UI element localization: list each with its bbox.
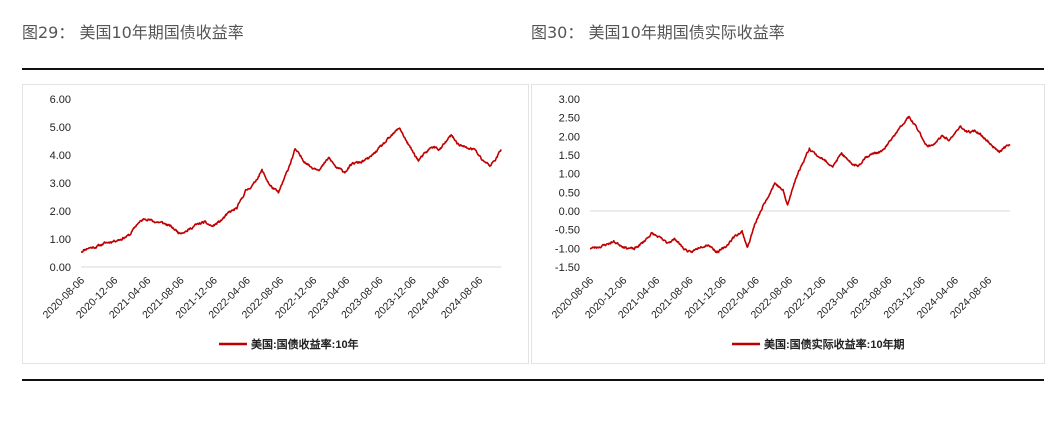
y-tick-label: 1.00 <box>559 169 580 181</box>
figure-caption-left: 图29： 美国10年期国债收益率 <box>22 23 244 42</box>
y-tick-label: 2.00 <box>50 206 71 218</box>
bottom-rule <box>22 379 1044 381</box>
legend-label: 美国:国债实际收益率:10年期 <box>764 337 905 351</box>
y-tick-label: 6.00 <box>50 94 71 106</box>
y-tick-label: 1.00 <box>50 234 71 246</box>
y-tick-label: 3.00 <box>559 94 580 106</box>
y-tick-label: -0.50 <box>555 225 580 237</box>
y-tick-label: 4.00 <box>50 150 71 162</box>
chart-treasury-yield: 0.001.002.003.004.005.006.002020-08-0620… <box>41 94 502 351</box>
series-line <box>589 115 1011 254</box>
figure-caption-right: 图30： 美国10年期国债实际收益率 <box>531 23 785 42</box>
chart-panel-treasury-yield: 0.00 1.00 2.00 3.00 4.00 5.00 6.00 2020-08-06 20… <box>22 84 529 364</box>
y-tick-label: 5.00 <box>50 122 71 134</box>
series-line <box>80 127 502 253</box>
y-tick-label: 2.50 <box>559 113 580 125</box>
y-tick-label: 3.00 <box>50 178 71 190</box>
y-tick-label: 2.00 <box>559 131 580 143</box>
top-rule <box>22 68 1044 70</box>
chart-real-yield: 3.00 2.50 2.00 1.50 1.00 0.50 0.00 -0.50 -1.00 -1… <box>550 94 1011 351</box>
y-tick-label: 0.00 <box>559 206 580 218</box>
y-tick-label: -1.00 <box>555 243 580 255</box>
legend-label: 美国:国债收益率:10年 <box>251 337 359 351</box>
y-tick-label: 0.00 <box>50 262 71 274</box>
chart-panel-real-yield: 3.00 2.50 2.00 1.50 1.00 0.50 0.00 -0.50 -1.00 -1… <box>531 84 1045 364</box>
y-tick-label: 0.50 <box>559 187 580 199</box>
y-tick-label: -1.50 <box>555 262 580 274</box>
y-tick-label: 1.50 <box>559 150 580 162</box>
